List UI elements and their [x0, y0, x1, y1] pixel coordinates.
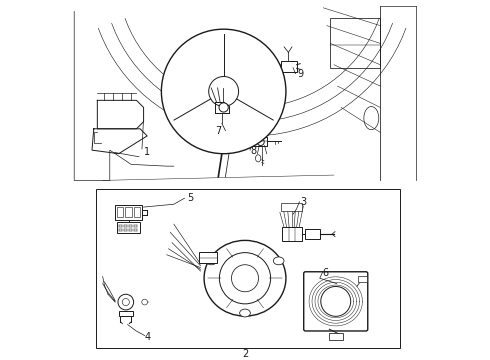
Bar	[330, 18, 380, 68]
Circle shape	[161, 29, 286, 154]
Circle shape	[321, 287, 351, 316]
Ellipse shape	[204, 240, 286, 316]
Text: 7: 7	[215, 126, 221, 136]
Text: 1: 1	[144, 147, 150, 157]
Text: 4: 4	[144, 332, 150, 342]
Bar	[117, 222, 140, 233]
Circle shape	[142, 299, 147, 305]
Circle shape	[122, 298, 129, 306]
Circle shape	[220, 253, 270, 304]
Ellipse shape	[364, 107, 379, 130]
Bar	[115, 204, 142, 220]
Bar	[305, 229, 319, 239]
Text: 5: 5	[187, 193, 193, 203]
Circle shape	[118, 294, 134, 310]
Bar	[125, 207, 132, 217]
Bar	[254, 137, 268, 145]
Text: 2: 2	[242, 349, 248, 359]
Ellipse shape	[206, 257, 217, 265]
Bar	[117, 207, 123, 217]
Bar	[358, 276, 368, 282]
Bar	[282, 228, 302, 241]
Ellipse shape	[255, 155, 261, 162]
Circle shape	[209, 76, 239, 106]
Bar	[281, 203, 302, 211]
FancyBboxPatch shape	[304, 272, 368, 331]
Text: 6: 6	[322, 268, 328, 278]
Bar	[119, 311, 133, 316]
Circle shape	[219, 103, 228, 112]
Circle shape	[231, 265, 259, 292]
Ellipse shape	[273, 257, 284, 265]
Bar	[329, 333, 343, 340]
Bar	[134, 207, 141, 217]
Text: 8: 8	[251, 146, 257, 156]
Text: 9: 9	[297, 69, 303, 78]
Bar	[281, 61, 296, 72]
Ellipse shape	[240, 309, 250, 317]
Text: 3: 3	[301, 197, 307, 207]
Bar	[199, 252, 217, 263]
Bar	[96, 189, 400, 348]
Circle shape	[257, 138, 264, 145]
